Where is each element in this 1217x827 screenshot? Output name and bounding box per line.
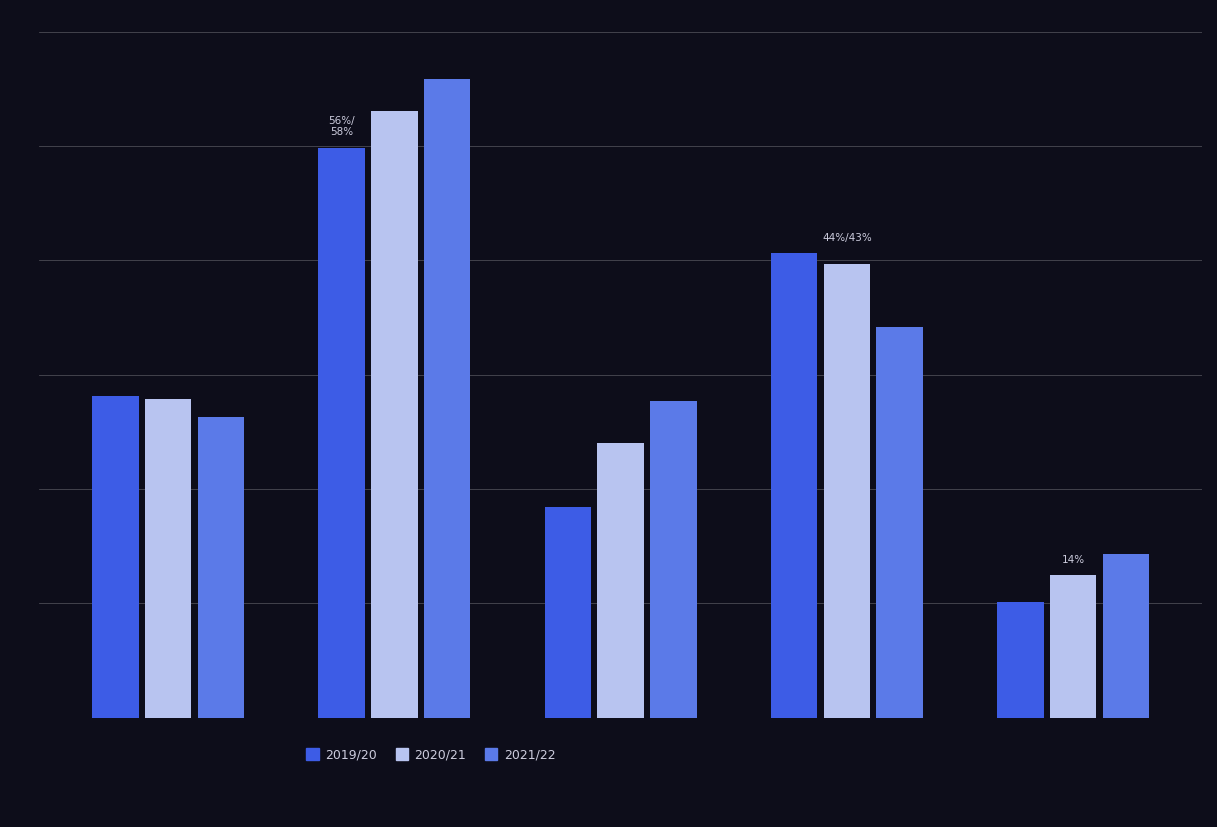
Text: 56%/
58%: 56%/ 58% [329,116,355,137]
Bar [770,253,818,718]
Bar [424,79,471,718]
Text: 14%: 14% [1061,555,1084,565]
Bar [371,111,417,718]
Text: 44%/43%: 44%/43% [821,232,871,242]
Bar [198,417,245,718]
Bar [650,401,696,718]
Bar [598,443,644,718]
Legend: 2019/20, 2020/21, 2021/22: 2019/20, 2020/21, 2021/22 [302,743,560,767]
Bar [92,396,139,718]
Bar [1050,576,1097,718]
Bar [145,399,191,718]
Bar [997,601,1043,718]
Bar [876,327,922,718]
Bar [545,507,591,718]
Bar [824,264,870,718]
Bar [1103,554,1149,718]
Bar [319,148,365,718]
